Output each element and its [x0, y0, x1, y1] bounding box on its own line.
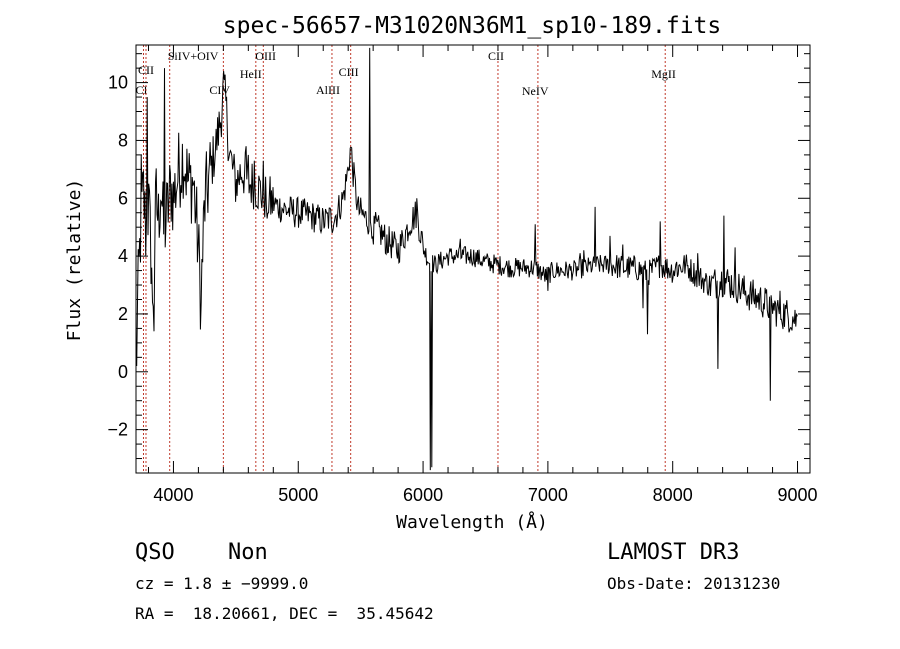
emission-lines: CI CII SiIV+OIV CIV HeII OIII AlIII CIII CII NeIV…	[135, 45, 676, 473]
line-label-aliii: AlIII	[316, 83, 340, 97]
axis-ticks: 4000 5000 6000 7000 8000 9000 −2 0 2 4 6 8 10	[107, 45, 818, 505]
line-label-mgii: MgII	[651, 67, 676, 81]
spectrum-series	[135, 47, 798, 471]
redshift-readout: cz = 1.8 ± −9999.0	[135, 574, 309, 593]
line-label-ci: CI	[135, 83, 147, 97]
object-subclass: Non	[228, 540, 268, 565]
line-label-civ: CIV	[209, 83, 230, 97]
y-tick-label: 2	[118, 304, 128, 324]
x-tick-label: 6000	[403, 485, 443, 505]
coordinates: RA = 18.20661, DEC = 35.45642	[135, 604, 434, 623]
line-label-neiv: NeIV	[522, 84, 549, 98]
y-tick-label: 0	[118, 362, 128, 382]
obs-date: Obs-Date: 20131230	[607, 574, 781, 593]
line-label-cii: CII	[138, 63, 154, 77]
survey-name: LAMOST DR3	[607, 540, 740, 565]
object-class: QSO	[135, 540, 175, 565]
x-tick-label: 7000	[528, 485, 568, 505]
y-axis-label: Flux (relative)	[64, 179, 85, 342]
chart-title: spec-56657-M31020N36M1_sp10-189.fits	[223, 13, 722, 39]
line-label-heii: HeII	[240, 67, 262, 81]
line-label-siiv+oiv: SiIV+OIV	[168, 49, 219, 63]
y-tick-label: 6	[118, 188, 128, 208]
y-tick-label: 4	[118, 246, 128, 266]
x-tick-label: 5000	[278, 485, 318, 505]
line-label-ciii: CIII	[339, 65, 359, 79]
x-tick-label: 9000	[777, 485, 817, 505]
y-tick-label: 10	[108, 73, 128, 93]
y-tick-label: 8	[118, 130, 128, 150]
x-tick-label: 8000	[653, 485, 693, 505]
y-tick-label: −2	[107, 420, 128, 440]
x-axis-label: Wavelength (Å)	[396, 511, 548, 533]
line-label-oiii: OIII	[255, 49, 276, 63]
spectrum-line	[135, 47, 798, 471]
line-label-cii: CII	[488, 49, 504, 63]
x-tick-label: 4000	[153, 485, 193, 505]
